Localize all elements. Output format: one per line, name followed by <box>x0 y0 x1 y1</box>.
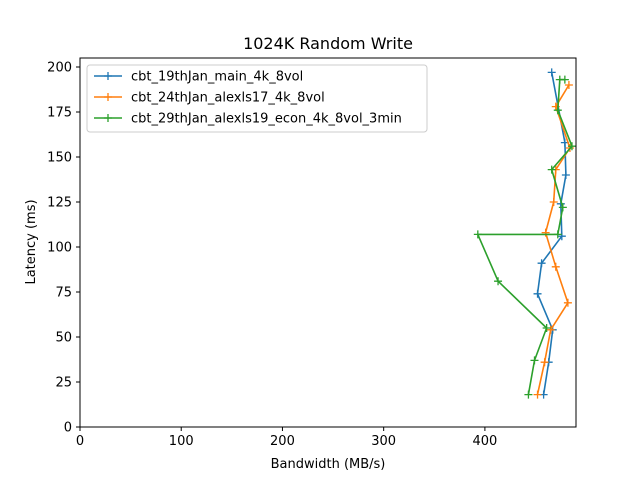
plot-frame <box>79 57 577 428</box>
data-point <box>553 230 562 239</box>
y-tick-label: 125 <box>47 196 72 211</box>
data-point <box>494 277 503 286</box>
axes: 0 100 200 300 400 0 25 50 75 100 125 150 175 200 <box>47 61 497 450</box>
legend-marker <box>104 93 112 101</box>
data-point <box>537 259 546 268</box>
series-3 <box>473 75 576 399</box>
data-point <box>547 165 556 174</box>
legend-item: cbt_24thJan_alexls17_4k_8vol <box>94 91 325 106</box>
series-line <box>476 78 573 395</box>
x-tick-label: 300 <box>371 434 396 449</box>
data-point <box>549 198 558 206</box>
x-tick-label: 0 <box>76 434 84 449</box>
series-line <box>536 72 567 395</box>
y-tick-label: 50 <box>55 331 72 346</box>
legend-label: cbt_29thJan_alexls19_econ_4k_8vol_3min <box>131 112 402 127</box>
y-axis-label: Latency (ms) <box>24 199 39 284</box>
x-axis-label: Bandwidth (MB/s) <box>271 457 386 472</box>
data-point <box>530 356 539 365</box>
legend-label: cbt_19thJan_main_4k_8vol <box>131 70 303 85</box>
data-point <box>547 68 556 77</box>
legend-marker <box>104 72 112 80</box>
legend-item: cbt_29thJan_alexls19_econ_4k_8vol_3min <box>94 112 402 127</box>
data-point <box>561 171 570 179</box>
x-tick-label: 200 <box>270 434 295 449</box>
data-point <box>553 106 562 115</box>
data-point <box>524 390 533 399</box>
legend-marker <box>104 114 112 122</box>
y-tick-label: 150 <box>47 151 72 166</box>
data-point <box>473 230 482 239</box>
series-2 <box>533 81 574 399</box>
y-tick-label: 75 <box>55 286 72 301</box>
y-tick-label: 25 <box>55 376 72 391</box>
legend-label: cbt_24thJan_alexls17_4k_8vol <box>131 91 325 106</box>
chart-title: 1024K Random Write <box>243 34 413 53</box>
legend-item: cbt_19thJan_main_4k_8vol <box>94 70 303 85</box>
data-point <box>560 75 569 84</box>
data-point <box>567 142 576 151</box>
y-tick-label: 0 <box>64 421 72 436</box>
data-point <box>533 289 542 298</box>
legend: cbt_19thJan_main_4k_8vol cbt_24thJan_alex… <box>86 64 428 133</box>
legend-box <box>86 64 428 133</box>
data-point <box>551 262 560 271</box>
data-point <box>558 203 567 212</box>
data-point <box>541 228 550 237</box>
data-point <box>546 325 555 334</box>
data-point <box>563 298 572 307</box>
data-point <box>557 232 566 241</box>
y-tick-label: 100 <box>47 241 72 256</box>
x-tick-label: 400 <box>472 434 497 449</box>
x-tick-label: 100 <box>169 434 194 449</box>
y-tick-label: 200 <box>47 61 72 76</box>
data-point <box>540 358 549 367</box>
series-layer <box>473 68 576 399</box>
data-point <box>533 390 542 399</box>
data-point <box>564 81 573 89</box>
data-point <box>542 324 551 332</box>
y-tick-label: 175 <box>47 106 72 121</box>
